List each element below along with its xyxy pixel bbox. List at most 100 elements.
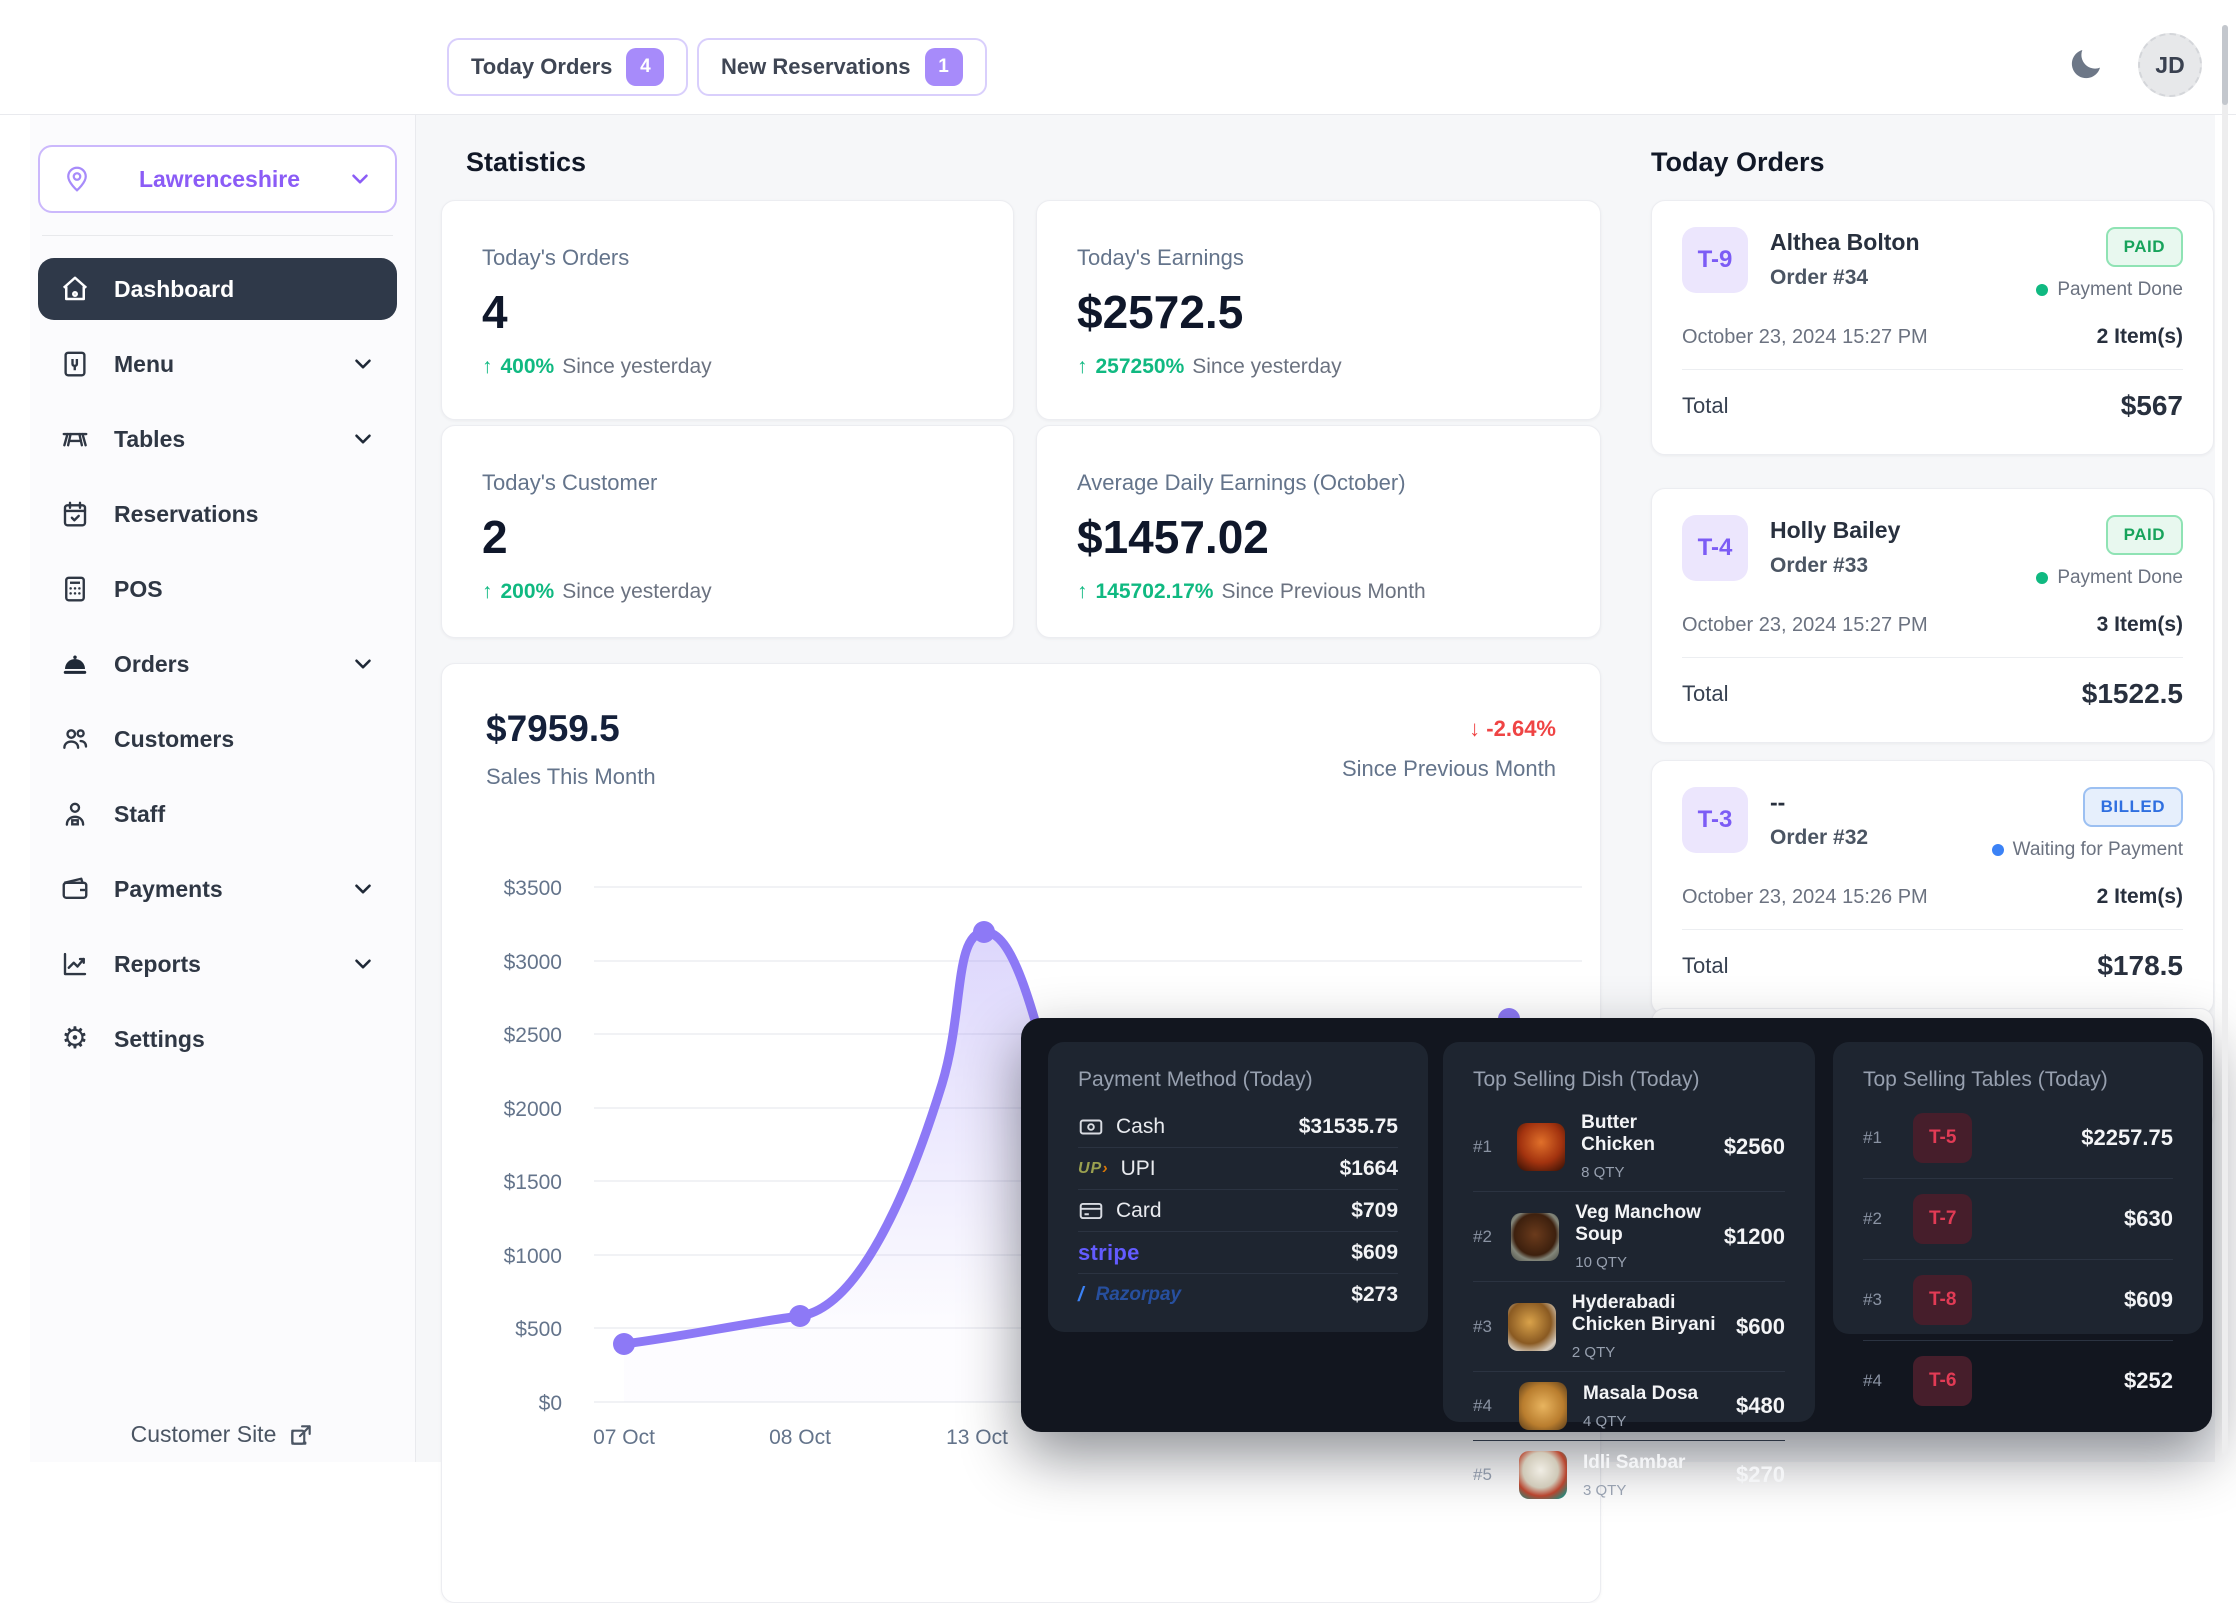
sidebar-item-label: Staff xyxy=(114,800,166,827)
order-card[interactable]: T-3 -- Order #32 BILLED Waiting for Paym… xyxy=(1651,760,2214,1015)
today-orders-count-badge: 4 xyxy=(626,48,665,86)
upi-logo-icon: UP› xyxy=(1078,1159,1109,1177)
payment-method-value: $609 xyxy=(1351,1240,1398,1264)
payment-row-upi: UP› UPI $1664 xyxy=(1078,1148,1398,1190)
sidebar-item-customers[interactable]: Customers xyxy=(38,708,397,770)
razorpay-logo-icon: / xyxy=(1078,1283,1084,1306)
status-note: Payment Done xyxy=(2057,279,2183,300)
status-note: Payment Done xyxy=(2057,567,2183,588)
order-total: $178.5 xyxy=(2097,950,2183,981)
customer-site-link[interactable]: Customer Site xyxy=(30,1421,415,1448)
payment-method-value: $31535.75 xyxy=(1298,1114,1398,1138)
sidebar-item-reservations[interactable]: Reservations xyxy=(38,483,397,545)
home-icon xyxy=(58,274,92,304)
table-chip: T-7 xyxy=(1913,1194,1973,1244)
payment-row-card: Card $709 xyxy=(1078,1190,1398,1232)
stat-value: 4 xyxy=(482,286,508,338)
razorpay-logo: Razorpay xyxy=(1095,1284,1182,1305)
stat-value: $1457.02 xyxy=(1077,511,1269,563)
stat-label: Today's Orders xyxy=(482,245,630,270)
new-reservations-button[interactable]: New Reservations 1 xyxy=(697,38,987,96)
sidebar-item-settings[interactable]: ⚙ Settings xyxy=(38,1008,397,1070)
dish-qty: 10 QTY xyxy=(1575,1254,1627,1271)
dish-name: Hyderabadi Chicken Biryani xyxy=(1571,1292,1716,1335)
dish-photo xyxy=(1511,1212,1560,1261)
order-number: Order #33 xyxy=(1770,554,1869,577)
cloche-icon xyxy=(58,649,92,679)
sidebar-item-label: Reservations xyxy=(114,500,259,527)
sidebar-item-reports[interactable]: Reports xyxy=(38,933,397,995)
table-rank: #2 xyxy=(1863,1209,1882,1228)
payment-method-label: UPI xyxy=(1120,1156,1156,1180)
top-selling-tables-panel: Top Selling Tables (Today) #1 T-5 $2257.… xyxy=(1833,1042,2203,1406)
stat-delta-pct: 400% xyxy=(500,355,555,378)
external-link-icon xyxy=(288,1422,314,1448)
status-note: Waiting for Payment xyxy=(2012,839,2183,860)
dish-price: $270 xyxy=(1736,1462,1785,1487)
order-card[interactable]: T-9 Althea Bolton Order #34 PAID Payment… xyxy=(1651,200,2214,455)
new-reservations-count-badge: 1 xyxy=(924,48,963,86)
total-label: Total xyxy=(1682,953,1729,978)
dish-row: #5 Idli Sambar 3 QTY $270 xyxy=(1473,1441,1785,1509)
staff-person-icon xyxy=(58,799,92,829)
location-selector[interactable]: Lawrenceshire xyxy=(38,145,397,213)
table-price: $630 xyxy=(2124,1206,2173,1231)
up-arrow-icon: ↑ xyxy=(482,580,493,603)
table-badge: T-9 xyxy=(1682,227,1748,293)
customer-name: -- xyxy=(1770,789,1786,815)
dish-photo xyxy=(1517,1122,1566,1171)
dark-mode-toggle[interactable] xyxy=(2058,36,2114,92)
table-badge: T-4 xyxy=(1682,515,1748,581)
scrollbar-thumb[interactable] xyxy=(2222,25,2228,105)
today-orders-title: Today Orders xyxy=(1651,147,1825,177)
sidebar-item-orders[interactable]: Orders xyxy=(38,633,397,695)
sidebar-item-label: Orders xyxy=(114,650,190,677)
stat-delta-note: Since yesterday xyxy=(562,580,712,603)
sidebar-item-label: POS xyxy=(114,575,163,602)
dish-price: $480 xyxy=(1736,1393,1785,1418)
payment-method-panel: Payment Method (Today) Cash $31535.75 UP… xyxy=(1048,1042,1428,1332)
location-name: Lawrenceshire xyxy=(138,165,301,192)
up-arrow-icon: ↑ xyxy=(1077,355,1088,378)
sidebar-item-pos[interactable]: POS xyxy=(38,558,397,620)
stripe-logo: stripe xyxy=(1078,1239,1140,1265)
sidebar-item-staff[interactable]: Staff xyxy=(38,783,397,845)
stat-card-average-daily-earnings: Average Daily Earnings (October) $1457.0… xyxy=(1036,425,1601,638)
payment-method-title: Payment Method (Today) xyxy=(1078,1068,1313,1091)
user-avatar[interactable]: JD xyxy=(2138,33,2202,97)
stat-delta-pct: 200% xyxy=(500,580,555,603)
table-rank: #1 xyxy=(1863,1128,1882,1147)
payment-method-label: Cash xyxy=(1116,1114,1166,1138)
top-selling-dish-panel: Top Selling Dish (Today) #1 Butter Chick… xyxy=(1443,1042,1815,1499)
stat-delta-note: Since Previous Month xyxy=(1221,580,1426,603)
order-datetime: October 23, 2024 15:27 PM xyxy=(1682,325,1928,348)
sidebar-item-label: Tables xyxy=(114,425,186,452)
sidebar-item-tables[interactable]: Tables xyxy=(38,408,397,470)
chevron-down-icon xyxy=(349,876,377,902)
order-card[interactable]: T-4 Holly Bailey Order #33 PAID Payment … xyxy=(1651,488,2214,743)
chevron-down-icon xyxy=(349,426,377,452)
statistics-title: Statistics xyxy=(466,147,587,177)
pos-terminal-icon xyxy=(58,574,92,604)
stat-card-todays-orders: Today's Orders 4 ↑ 400% Since yesterday xyxy=(441,200,1014,420)
top-tables-title: Top Selling Tables (Today) xyxy=(1863,1068,2108,1091)
credit-card-icon xyxy=(1078,1198,1104,1224)
stat-value: 2 xyxy=(482,511,508,563)
sales-total: $7959.5 xyxy=(486,708,620,749)
sidebar-item-payments[interactable]: Payments xyxy=(38,858,397,920)
new-reservations-button-label: New Reservations xyxy=(721,54,911,79)
users-icon xyxy=(58,724,92,754)
up-arrow-icon: ↑ xyxy=(1077,580,1088,603)
sales-delta: ↓ -2.64% xyxy=(1469,716,1556,741)
insights-overlay: Payment Method (Today) Cash $31535.75 UP… xyxy=(1021,1018,2212,1499)
top-header: Today Orders 4 New Reservations 1 JD xyxy=(0,0,2236,115)
y-tick: $3500 xyxy=(504,877,562,900)
vertical-scrollbar[interactable] xyxy=(2222,25,2228,1455)
dish-photo xyxy=(1519,1382,1567,1430)
stat-value: $2572.5 xyxy=(1077,286,1244,338)
sidebar-item-dashboard[interactable]: Dashboard xyxy=(38,258,397,320)
table-price: $609 xyxy=(2124,1287,2173,1312)
today-orders-button[interactable]: Today Orders 4 xyxy=(447,38,689,96)
sidebar-item-menu[interactable]: Menu xyxy=(38,333,397,395)
chevron-down-icon xyxy=(347,166,373,192)
